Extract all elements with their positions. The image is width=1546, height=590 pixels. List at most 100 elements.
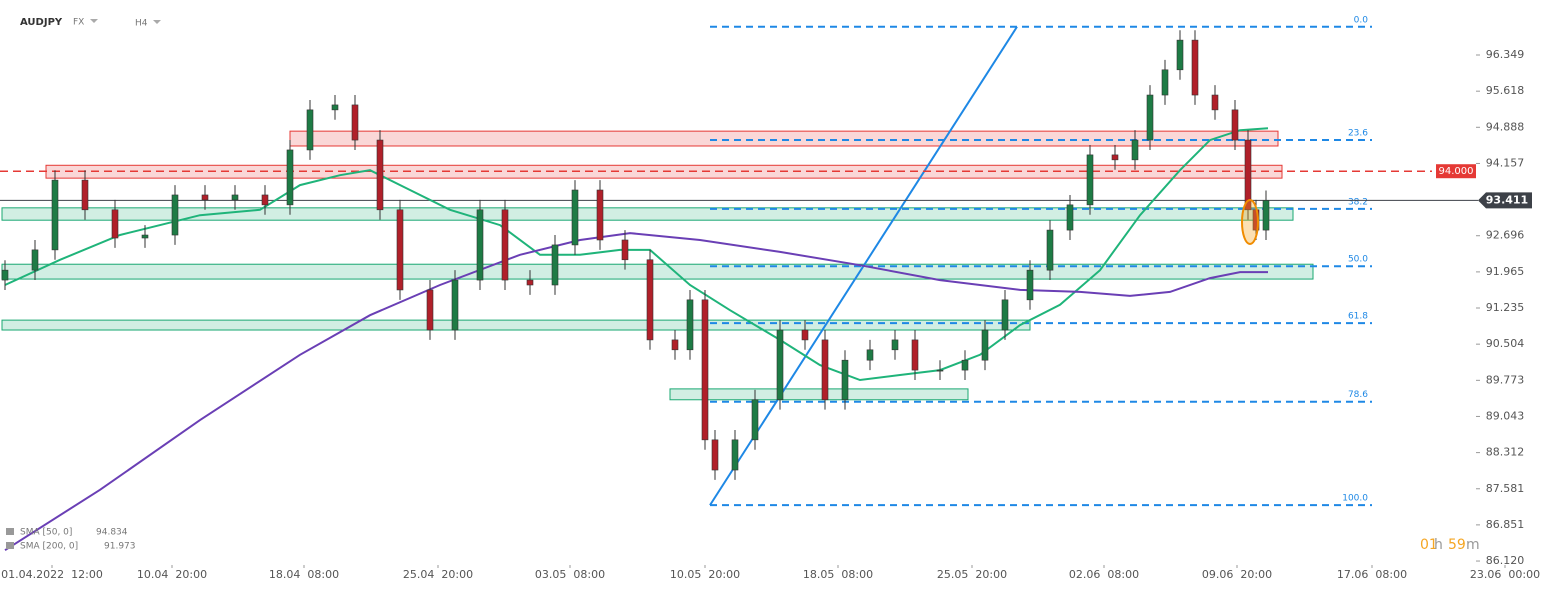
candle-body (1211, 94, 1219, 111)
y-tick-label: 86.120 (1486, 554, 1525, 567)
candle-body (936, 369, 944, 372)
candle-body (451, 279, 459, 331)
x-tick-label: 25.05 20:00 (937, 568, 1007, 581)
legend-icon (6, 542, 14, 549)
market: FX (73, 18, 84, 28)
timer-m: m (1466, 537, 1480, 553)
fib-label: 0.0 (1354, 15, 1369, 25)
candle-body (751, 399, 759, 441)
candle-body (1231, 109, 1239, 141)
candle-body (1131, 139, 1139, 161)
x-tick-label: 09.06 20:00 (1202, 568, 1272, 581)
candle-body (1046, 229, 1054, 271)
x-tick-label: 23.06 00:00 (1470, 568, 1540, 581)
candle-body (961, 359, 969, 371)
candle-body (81, 179, 89, 211)
candle-body (776, 329, 784, 401)
zone (1, 207, 1294, 221)
candle-body (286, 149, 294, 206)
candle-body (646, 259, 654, 341)
candle-body (1146, 94, 1154, 141)
candle-body (376, 139, 384, 211)
candle-body (866, 349, 874, 361)
candle-body (711, 439, 719, 471)
zone (289, 130, 1279, 147)
candle-body (1001, 299, 1009, 331)
level-label-box (1436, 164, 1476, 179)
y-tick-label: 88.312 (1486, 446, 1525, 459)
last-price-label: 93.411 (1486, 193, 1528, 206)
candle-body (1111, 154, 1119, 161)
y-tick-label: 91.965 (1486, 265, 1525, 278)
candle-body (731, 439, 739, 471)
candle-body (501, 209, 509, 281)
y-tick-label: 92.696 (1486, 229, 1525, 242)
fib-label: 23.6 (1348, 129, 1368, 139)
candle-body (351, 104, 359, 141)
candle-body (1086, 154, 1094, 206)
x-tick-label: 18.04 08:00 (269, 568, 339, 581)
sma-line (4, 232, 1268, 552)
level-label: 94.000 (1439, 166, 1474, 177)
x-tick-label: 10.04 20:00 (137, 568, 207, 581)
candle-body (891, 339, 899, 351)
y-tick-label: 95.618 (1486, 84, 1525, 97)
candle-body (1, 269, 9, 281)
fib-label: 50.0 (1348, 255, 1368, 265)
candle-body (426, 289, 434, 331)
x-tick-label: 02.06 08:00 (1069, 568, 1139, 581)
legend-icon (6, 528, 14, 535)
sma-line (4, 127, 1269, 382)
fib-label: 78.6 (1348, 390, 1368, 400)
candle-body (596, 189, 604, 241)
y-tick-label: 96.349 (1486, 48, 1525, 61)
x-tick-label: 03.05 08:00 (535, 568, 605, 581)
candle-body (51, 179, 59, 251)
candle-body (801, 329, 809, 341)
candle-body (526, 279, 534, 286)
last-price-box (1478, 192, 1532, 209)
y-tick-label: 94.157 (1486, 156, 1525, 169)
zone (669, 388, 969, 401)
candle-body (1176, 39, 1184, 71)
symbol[interactable]: AUDJPY (20, 17, 63, 28)
candle-body (231, 194, 239, 201)
x-tick-label: 17.06 08:00 (1337, 568, 1407, 581)
candle-body (171, 194, 179, 236)
legend-name[interactable]: SMA [200, 0] (20, 542, 78, 552)
x-tick-label: 25.04 20:00 (403, 568, 473, 581)
y-tick-label: 91.235 (1486, 301, 1525, 314)
y-tick-label: 87.581 (1486, 482, 1525, 495)
candle-body (261, 194, 269, 206)
legend-value: 91.973 (104, 542, 136, 552)
highlight-ellipse (1241, 199, 1259, 245)
zone (1, 263, 1314, 280)
candle-body (1066, 204, 1074, 231)
y-tick-label: 89.773 (1486, 373, 1525, 386)
candle-body (686, 299, 694, 351)
x-tick-label: 10.05 20:00 (670, 568, 740, 581)
legend-name[interactable]: SMA [50, 0] (20, 528, 72, 538)
x-tick-label: 01.04.2022 12:00 (1, 568, 103, 581)
candle-body (31, 249, 39, 271)
timer-h: h (1434, 537, 1443, 553)
candle-body (1262, 200, 1270, 231)
fib-label: 61.8 (1348, 312, 1368, 322)
candle-body (141, 234, 149, 239)
candle-body (571, 189, 579, 246)
candle-body (201, 194, 209, 201)
candle-body (111, 209, 119, 239)
dropdown-icon[interactable] (153, 20, 161, 24)
candle-body (701, 299, 709, 441)
fib-label: 100.0 (1342, 494, 1368, 504)
y-tick-label: 94.888 (1486, 120, 1525, 133)
y-tick-label: 90.504 (1486, 337, 1525, 350)
dropdown-icon[interactable] (90, 19, 98, 23)
candle-body (981, 329, 989, 361)
candle-body (841, 359, 849, 401)
candle-body (671, 339, 679, 351)
timeframe[interactable]: H4 (135, 19, 148, 29)
candle-body (331, 104, 339, 111)
candle-body (396, 209, 404, 291)
fib-label: 38.2 (1348, 197, 1368, 207)
